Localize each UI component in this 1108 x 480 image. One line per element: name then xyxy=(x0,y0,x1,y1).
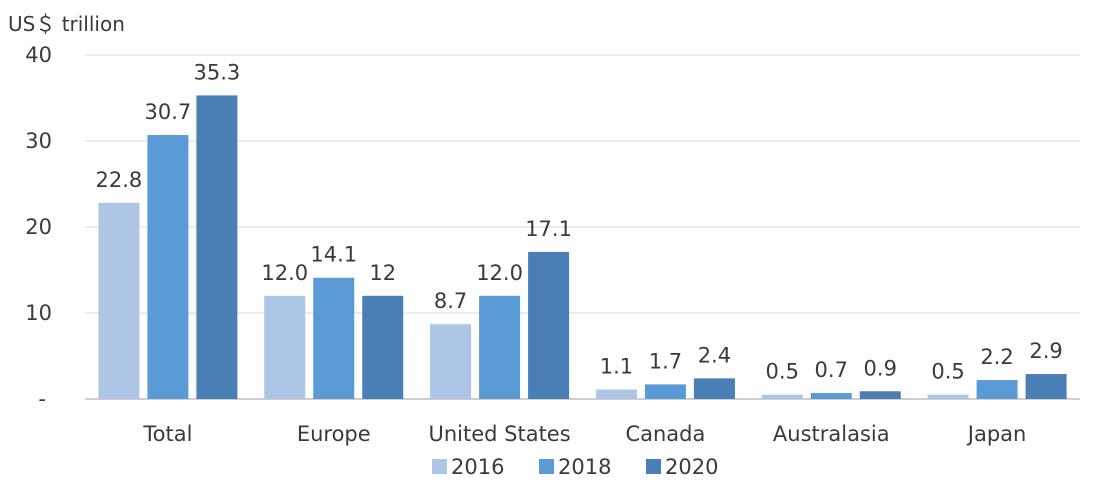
bar-2018-europe xyxy=(313,277,355,399)
bars xyxy=(98,95,1067,400)
legend-swatch-2020 xyxy=(646,459,661,474)
bar-2018-united-states xyxy=(479,295,521,399)
data-label: 17.1 xyxy=(525,217,572,241)
data-label: 0.7 xyxy=(815,358,848,382)
bar-2020-canada xyxy=(693,378,735,399)
y-axis-ticks: - 10 20 30 40 xyxy=(25,43,52,411)
data-label: 1.7 xyxy=(649,349,682,373)
y-axis-unit-label: US＄ trillion xyxy=(8,12,125,36)
bar-2018-japan xyxy=(976,380,1018,399)
category-label: United States xyxy=(428,422,570,446)
bar-2020-japan xyxy=(1025,374,1067,399)
bar-2018-australasia xyxy=(810,392,852,399)
category-label: Japan xyxy=(966,422,1027,446)
category-label: Canada xyxy=(625,422,705,446)
data-label: 8.7 xyxy=(434,289,467,313)
data-label: 0.5 xyxy=(931,360,964,384)
category-labels: Total Europe United States Canada Australasi… xyxy=(142,422,1026,446)
category-label: Australasia xyxy=(773,422,890,446)
bar-2020-united-states xyxy=(528,251,570,399)
legend-label: 2020 xyxy=(665,455,718,479)
data-label: 35.3 xyxy=(194,60,241,84)
bar-2018-total xyxy=(147,134,189,400)
category-label: Total xyxy=(142,422,192,446)
y-tick-label: 10 xyxy=(25,301,52,325)
data-label: 1.1 xyxy=(600,355,633,379)
data-label: 2.2 xyxy=(980,345,1013,369)
y-tick-label: 30 xyxy=(25,129,52,153)
bar-2020-europe xyxy=(362,295,404,399)
legend-label: 2018 xyxy=(558,455,611,479)
bar-2016-canada xyxy=(595,389,637,399)
bar-2020-australasia xyxy=(859,391,901,399)
category-label: Europe xyxy=(297,422,371,446)
bar-2016-total xyxy=(98,202,140,399)
data-label: 0.9 xyxy=(864,356,897,380)
bar-2016-australasia xyxy=(761,394,803,399)
bar-2020-total xyxy=(196,95,238,400)
data-label: 12.0 xyxy=(261,261,308,285)
data-label: 2.4 xyxy=(698,343,731,367)
bar-2016-japan xyxy=(927,394,969,399)
data-label: 12 xyxy=(369,261,396,285)
y-tick-label: 20 xyxy=(25,215,52,239)
data-label: 0.5 xyxy=(766,360,799,384)
y-tick-label: 40 xyxy=(25,43,52,67)
y-tick-label: - xyxy=(38,387,46,411)
bar-2016-united-states xyxy=(430,324,472,399)
data-label: 12.0 xyxy=(476,261,523,285)
legend: 2016 2018 2020 xyxy=(432,455,718,479)
gridlines xyxy=(85,54,1080,400)
data-label: 22.8 xyxy=(96,168,143,192)
legend-swatch-2018 xyxy=(539,459,554,474)
data-label: 14.1 xyxy=(310,243,357,267)
data-label: 30.7 xyxy=(145,100,192,124)
data-label: 2.9 xyxy=(1029,339,1062,363)
bar-2018-canada xyxy=(644,384,686,399)
bar-2016-europe xyxy=(264,295,306,399)
legend-swatch-2016 xyxy=(432,459,447,474)
legend-label: 2016 xyxy=(451,455,504,479)
